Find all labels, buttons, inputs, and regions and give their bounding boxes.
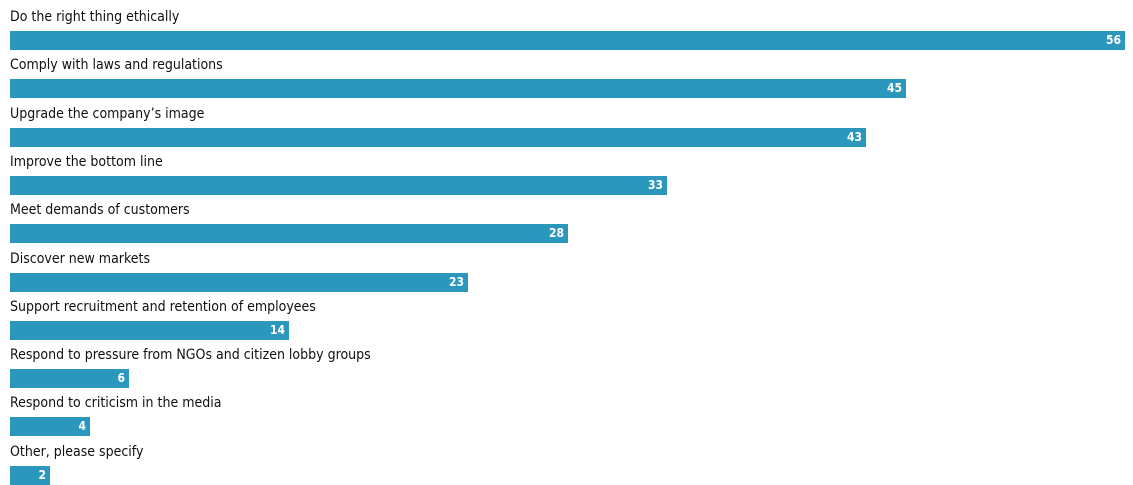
bar — [10, 175, 667, 195]
bar-value-label: 45 — [886, 81, 902, 96]
bar — [10, 417, 90, 437]
category-label: Comply with laws and regulations — [10, 57, 223, 74]
bar-value-label: 6 — [117, 371, 125, 386]
bar — [10, 272, 468, 292]
bar — [10, 369, 129, 389]
bar-value-label: 33 — [647, 177, 663, 192]
category-label: Support recruitment and retention of emp… — [10, 298, 316, 315]
bar — [10, 31, 1125, 50]
category-label: Discover new markets — [10, 250, 151, 267]
bar — [10, 79, 906, 99]
bar-value-label: 23 — [448, 274, 464, 289]
category-label: Do the right thing ethically — [10, 9, 180, 25]
bar — [10, 465, 50, 485]
bar — [10, 224, 568, 244]
bar-value-label: 4 — [78, 419, 86, 434]
category-label: Meet demands of customers — [10, 202, 190, 219]
category-label: Respond to pressure from NGOs and citize… — [10, 347, 371, 364]
category-label: Upgrade the company’s image — [10, 105, 205, 122]
bar-value-label: 56 — [1105, 33, 1121, 47]
bar-value-label: 14 — [269, 322, 285, 337]
bar-value-label: 28 — [548, 226, 564, 241]
bar — [10, 127, 866, 147]
bar-value-label: 43 — [846, 129, 862, 144]
bar — [10, 320, 289, 340]
category-label: Other, please specify — [10, 443, 144, 460]
category-label: Improve the bottom line — [10, 153, 163, 170]
category-label: Respond to criticism in the media — [10, 395, 222, 412]
bar-value-label: 2 — [38, 467, 46, 482]
